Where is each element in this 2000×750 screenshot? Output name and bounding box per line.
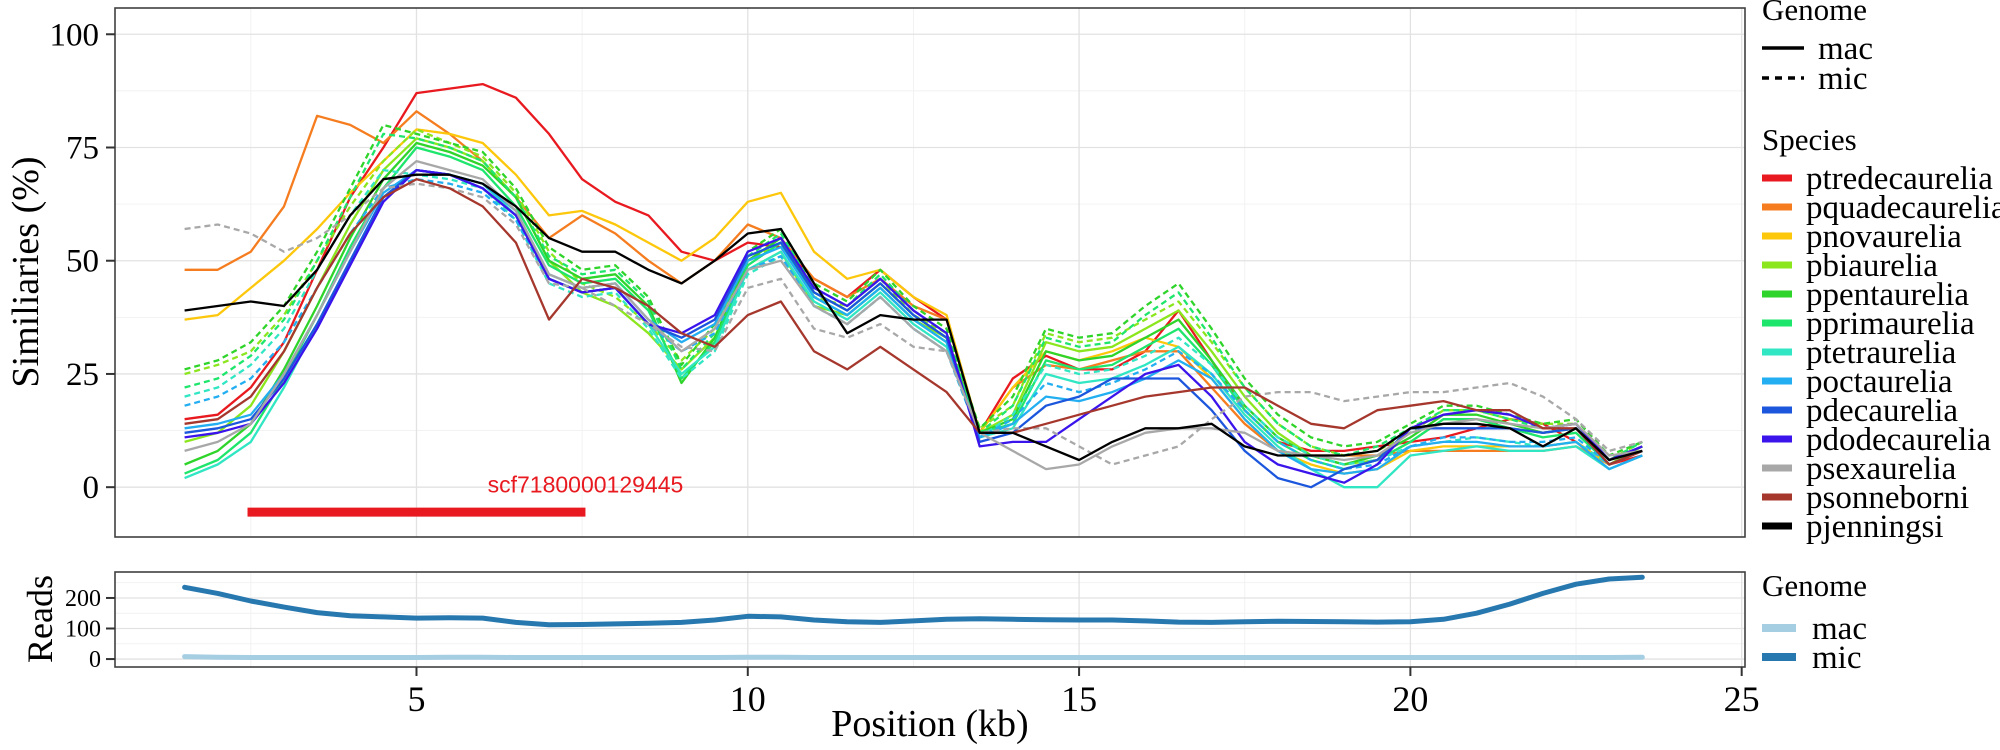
legend-label-species-pnovaurelia: pnovaurelia xyxy=(1806,219,1962,255)
series-pnovaurelia-mac xyxy=(184,128,1643,475)
legend-label-genome2-mac: mac xyxy=(1812,611,1867,647)
reads-series xyxy=(182,574,1645,660)
legend-label-species-pbiaurelia: pbiaurelia xyxy=(1806,248,1938,284)
reads-y-axis-title: Reads xyxy=(20,575,60,663)
legend-label-species-ptredecaurelia: ptredecaurelia xyxy=(1806,161,1993,197)
reads-series-mic xyxy=(182,574,1645,628)
scaffold-annotation: scf7180000129445 xyxy=(247,472,684,517)
main-y-axis-title: Similiaries (%) xyxy=(5,156,47,387)
reads-series-mac xyxy=(182,654,1645,660)
main-panel-border xyxy=(114,7,1746,538)
legend-label-species-pprimaurelia: pprimaurelia xyxy=(1806,306,1975,342)
axis-tick-labels: 0 25 50 75 100 0 100 200 5 10 15 20 25 xyxy=(50,17,1760,719)
legend-label-genome-mac: mac xyxy=(1818,31,1873,67)
series-ptetraurelia-mic xyxy=(184,168,1643,466)
main-panel-grid xyxy=(115,8,1745,537)
legend-label-species-pdecaurelia: pdecaurelia xyxy=(1806,393,1958,429)
legend-label-species-psexaurelia: psexaurelia xyxy=(1806,451,1957,487)
x-tick-label: 20 xyxy=(1392,679,1428,719)
x-tick-label: 25 xyxy=(1724,679,1760,719)
series-psonneborni-mac xyxy=(184,178,1643,466)
reads-y-tick-label: 0 xyxy=(89,647,101,673)
legend-label-genome2-mic: mic xyxy=(1812,640,1861,676)
reads-y-tick-label: 200 xyxy=(65,586,101,612)
main-y-tick-label: 50 xyxy=(66,244,99,280)
series-poctaurelia-mic xyxy=(184,178,1643,471)
reads-panel-border xyxy=(114,571,1746,668)
x-tick-label: 10 xyxy=(730,679,766,719)
scaffold-label: scf7180000129445 xyxy=(488,472,684,498)
legend-label-genome-mic: mic xyxy=(1818,61,1867,97)
legend-label-species-pdodecaurelia: pdodecaurelia xyxy=(1806,422,1991,458)
main-y-tick-label: 0 xyxy=(83,470,100,506)
legend-label-species-pquadecaurelia: pquadecaurelia xyxy=(1806,190,2000,226)
series-psexaurelia-mac xyxy=(184,159,1643,471)
x-tick-label: 15 xyxy=(1061,679,1097,719)
legend-label-species-pjenningsi: pjenningsi xyxy=(1806,509,1944,545)
x-tick-label: 5 xyxy=(407,679,425,719)
series-pjenningsi-mac xyxy=(184,173,1643,462)
legend-genome-bottom-title: Genome xyxy=(1762,568,1867,603)
legend-items: macmicptredecaureliapquadecaureliapnovau… xyxy=(1762,31,2000,676)
legend-species-title: Species xyxy=(1762,122,1857,157)
series-psexaurelia-mic xyxy=(184,182,1643,466)
x-axis-title: Position (kb) xyxy=(831,703,1028,745)
main-y-tick-label: 75 xyxy=(66,130,99,166)
axis-ticks xyxy=(106,33,1743,676)
legend-label-species-ptetraurelia: ptetraurelia xyxy=(1806,335,1957,371)
legend-label-species-poctaurelia: poctaurelia xyxy=(1806,364,1953,400)
legend-label-species-psonneborni: psonneborni xyxy=(1806,480,1969,516)
reads-y-tick-label: 100 xyxy=(65,617,101,643)
legend-label-species-ppentaurelia: ppentaurelia xyxy=(1806,277,1969,313)
series-ppentaurelia-mic xyxy=(184,123,1643,457)
main-y-tick-label: 100 xyxy=(50,17,100,53)
main-y-tick-label: 25 xyxy=(66,357,99,393)
legend-genome-top-title: Genome xyxy=(1762,0,1867,27)
similarity-series xyxy=(184,82,1643,489)
